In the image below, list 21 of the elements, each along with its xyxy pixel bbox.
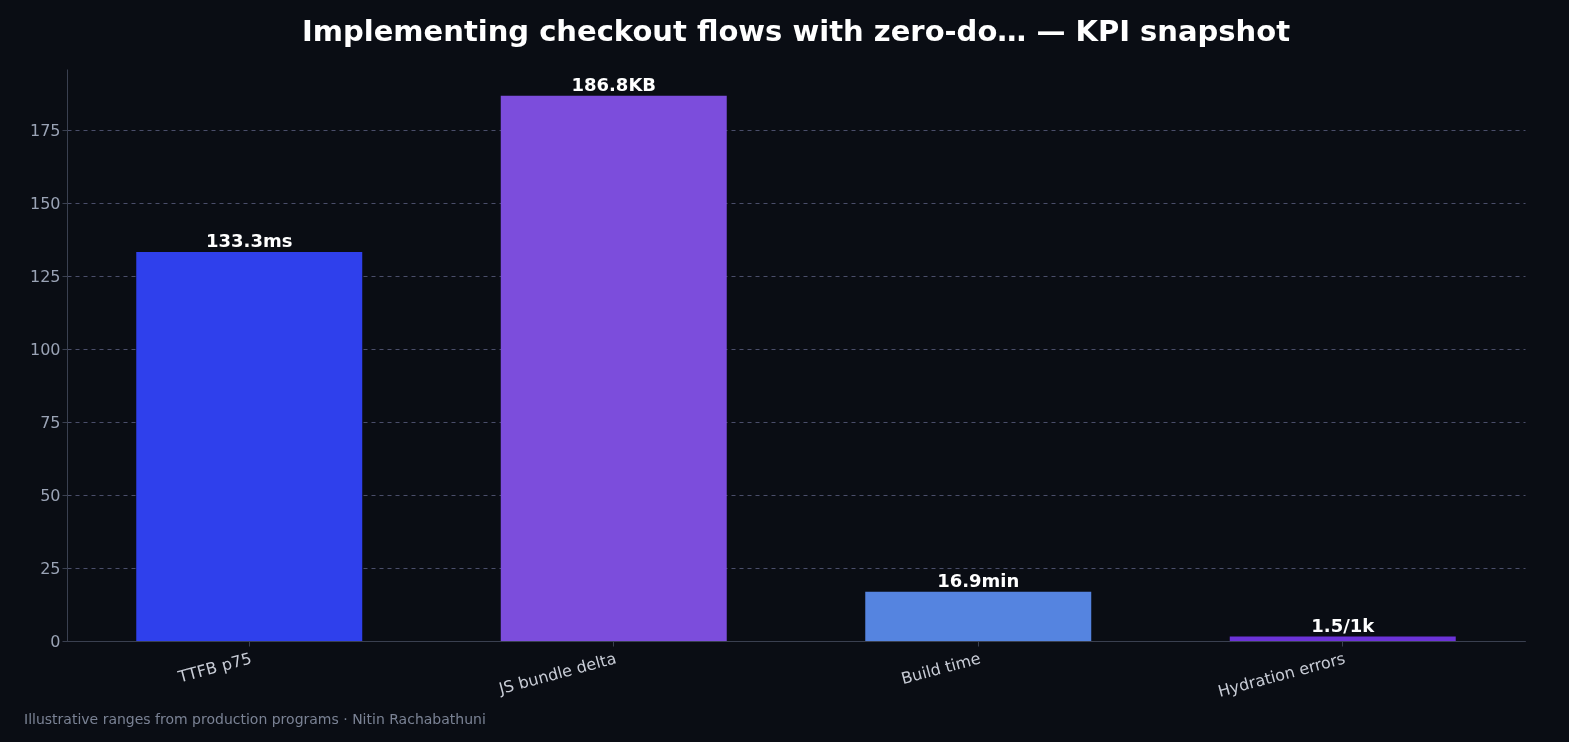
bar — [136, 251, 363, 641]
x-tick-label: JS bundle delta — [495, 648, 619, 699]
y-tick-label: 25 — [40, 558, 61, 578]
data-label: 186.8KB — [571, 73, 657, 95]
data-label: 133.3ms — [206, 229, 293, 251]
y-tick-label: 175 — [29, 120, 61, 140]
data-label: 1.5/1k — [1311, 614, 1376, 636]
text: Illustrative ranges from production programs · Nitin Rachabathuni — [24, 711, 486, 727]
y-tick-label: 75 — [40, 412, 61, 432]
y-tick-label: 150 — [29, 193, 61, 213]
y-tick-label: 125 — [29, 266, 61, 286]
bar — [1229, 636, 1456, 641]
y-tick-label: 100 — [29, 339, 61, 359]
chart-title: Implementing checkout flows with zero-do… — KPI snapshot — [301, 14, 1291, 48]
y-tick-label: 50 — [40, 485, 61, 505]
y-tick-label: 0 — [50, 631, 61, 651]
bar — [500, 95, 727, 641]
data-label: 16.9min — [937, 569, 1020, 591]
x-tick-label: Build time — [899, 648, 983, 688]
x-tick-label: TTFB p75 — [175, 648, 254, 687]
bar — [865, 591, 1092, 641]
